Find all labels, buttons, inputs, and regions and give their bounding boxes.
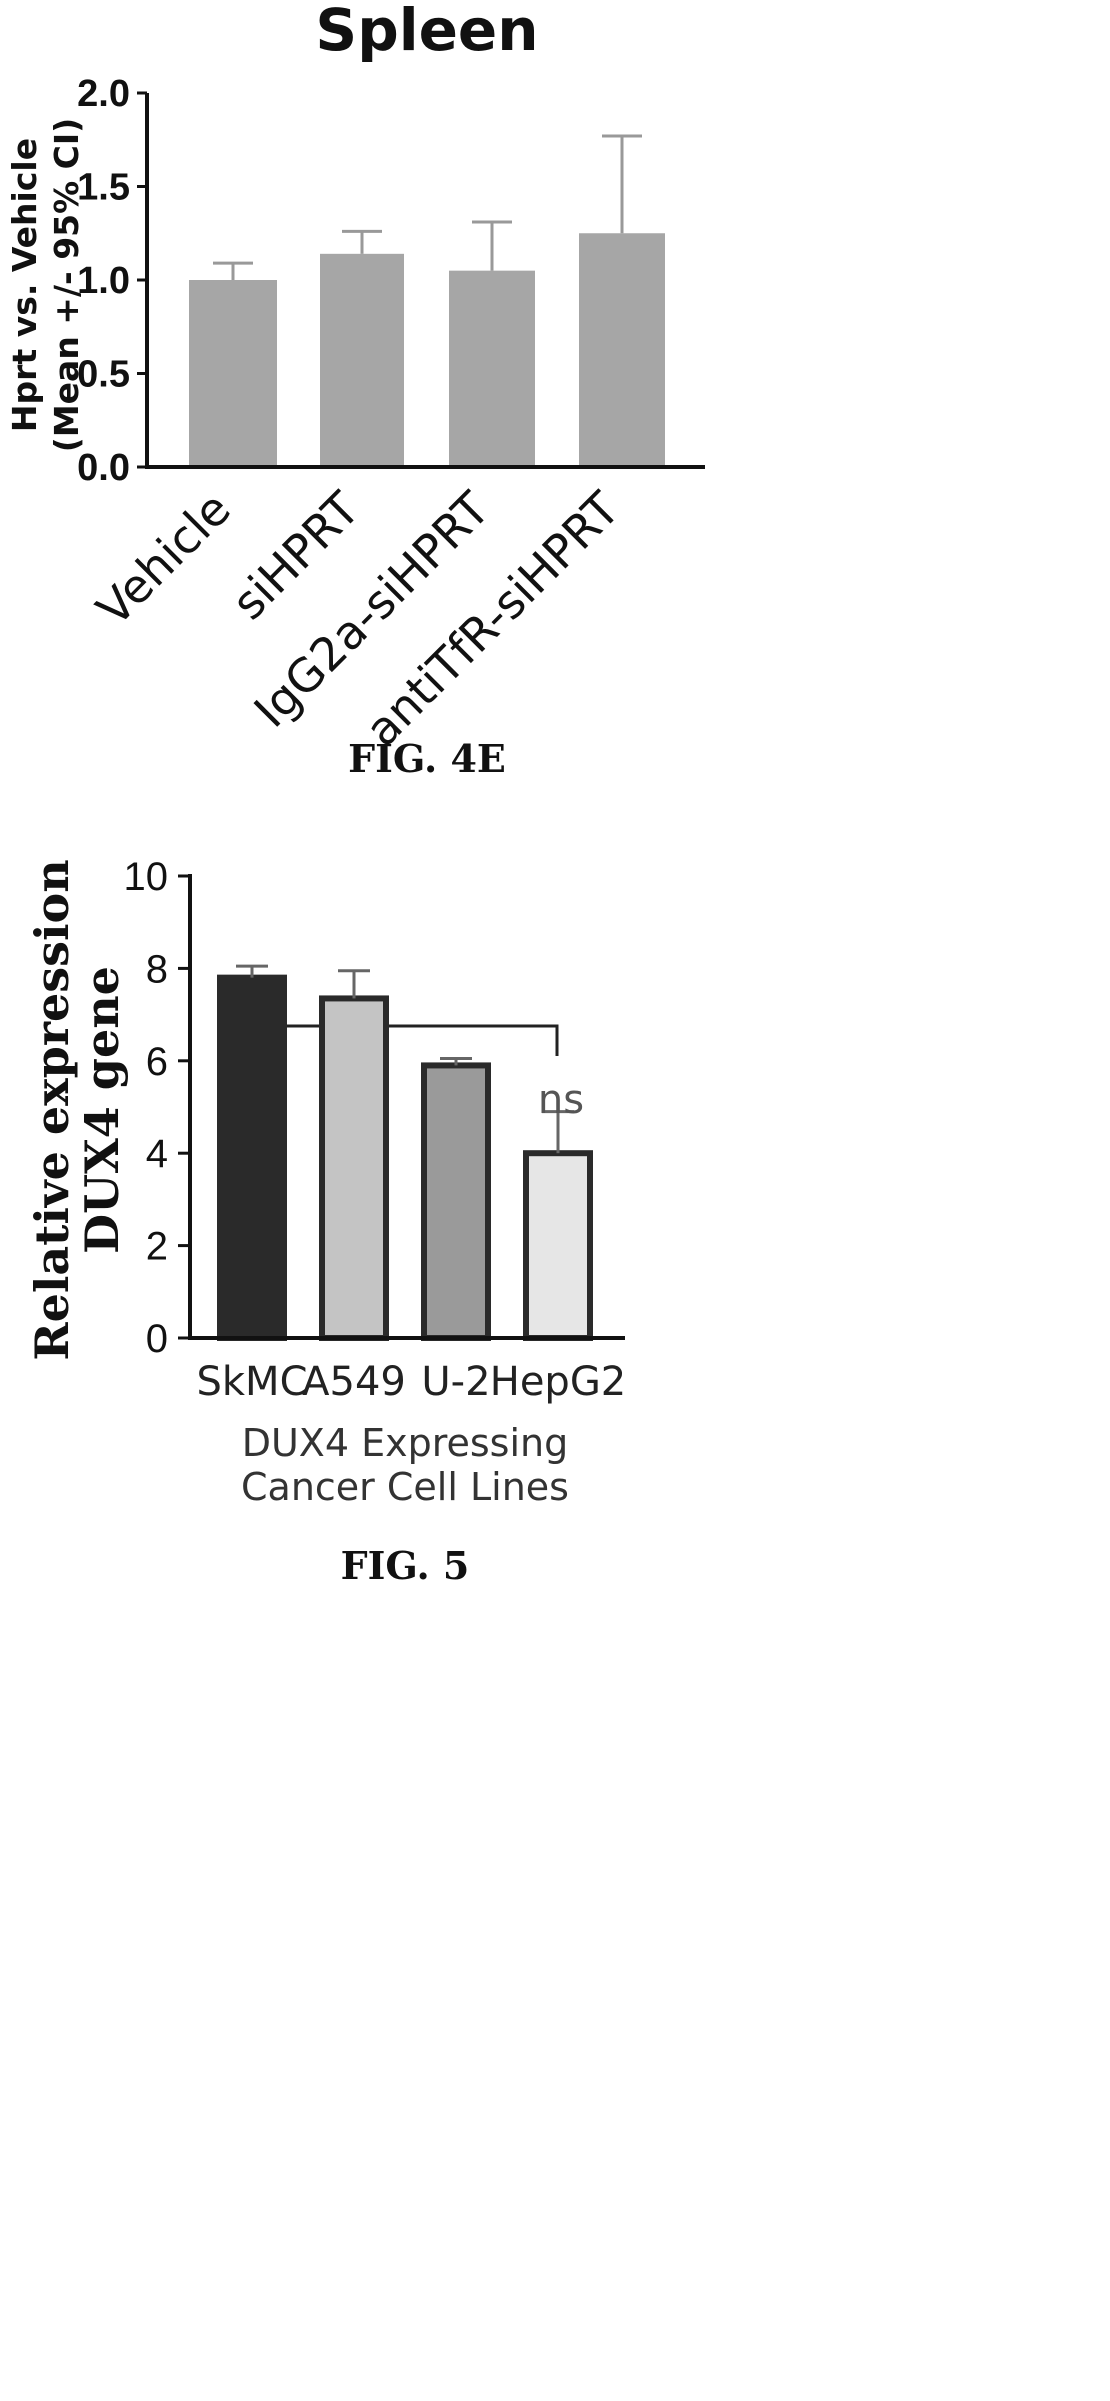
- y-tick-label: 2.0: [77, 73, 130, 115]
- y-tick-label: 10: [124, 855, 169, 899]
- bar-antitfr-sihprt: [579, 233, 665, 467]
- y-tick-label: 0.5: [77, 354, 130, 396]
- x-category-label: Vehicle: [86, 482, 241, 637]
- error-bars: [236, 964, 574, 1154]
- y-axis-ticks: 0.0 0.5 1.0 1.5 2.0: [77, 73, 147, 489]
- y-tick-label: 8: [146, 947, 168, 991]
- y-tick-label: 0.0: [77, 447, 130, 489]
- y-axis-label-line-1: Relative expression: [25, 859, 79, 1360]
- bar-hepg2: [523, 1150, 593, 1341]
- chart-dux4: Relative expression DUX4 gene 0 2 4 6 8 10 ns…: [25, 855, 626, 1588]
- error-bar-a549: [338, 969, 370, 999]
- x-category-label: SkMC: [197, 1359, 308, 1405]
- bar-sihprt: [320, 253, 404, 467]
- error-bar-skmc: [236, 964, 268, 978]
- bar-a549: [319, 995, 389, 1341]
- y-axis-label-line-1: Hprt vs. Vehicle: [5, 138, 44, 432]
- figure-caption: FIG. 4E: [348, 736, 506, 781]
- chart-spleen: Spleen Hprt vs. Vehicle (Mean +/- 95% CI…: [5, 0, 705, 781]
- x-axis-label-line-1: DUX4 Expressing: [242, 1421, 569, 1465]
- bar-u-2: [421, 1062, 491, 1342]
- y-tick-label: 1.5: [77, 167, 130, 209]
- y-tick-label: 0: [146, 1317, 168, 1361]
- y-tick-label: 6: [146, 1040, 168, 1084]
- bar-vehicle: [189, 280, 277, 467]
- y-tick-label: 4: [146, 1132, 168, 1176]
- significance-label: ns: [538, 1077, 584, 1123]
- y-axis-ticks: 0 2 4 6 8 10: [124, 855, 190, 1361]
- y-axis-label-line-2: (Mean +/- 95% CI): [47, 118, 86, 453]
- error-bar-vehicle: [213, 261, 253, 280]
- error-bar-u-2: [440, 1056, 472, 1066]
- x-axis-label-line-2: Cancer Cell Lines: [241, 1465, 569, 1509]
- figure-caption: FIG. 5: [341, 1543, 470, 1588]
- x-category-label: HepG2: [490, 1359, 627, 1405]
- x-category-label: IgG2a-siHPRT: [244, 481, 501, 738]
- bars: [217, 974, 593, 1342]
- error-bar-hepg2: [542, 1110, 574, 1154]
- error-bar-antitfr-sihprt: [602, 134, 642, 234]
- y-tick-label: 2: [146, 1225, 168, 1269]
- bars: [189, 233, 665, 467]
- bar-skmc: [217, 974, 287, 1341]
- error-bars: [213, 134, 642, 280]
- x-category-label: U-2: [421, 1359, 490, 1405]
- error-bar-igg2a-sihprt: [472, 220, 512, 271]
- significance-bracket: [252, 1024, 559, 1056]
- bar-igg2a-sihprt: [449, 270, 535, 467]
- chart-title: Spleen: [315, 0, 538, 64]
- error-bar-sihprt: [342, 229, 382, 254]
- y-tick-label: 1.0: [77, 260, 130, 302]
- y-axis-label-line-2: DUX4 gene: [75, 966, 129, 1254]
- x-category-label: A549: [302, 1359, 406, 1405]
